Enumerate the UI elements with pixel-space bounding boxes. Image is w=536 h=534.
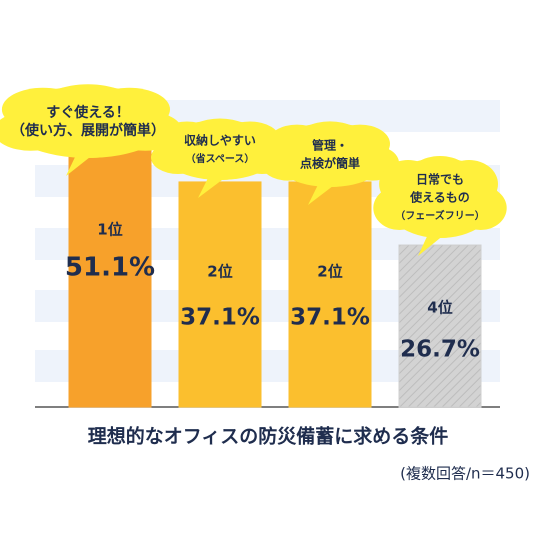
cloud-tail xyxy=(418,230,450,256)
category-label: （省スペース） xyxy=(186,152,255,165)
bar xyxy=(288,181,372,408)
category-label: すぐ使える！ xyxy=(46,104,130,121)
category-label: 使えるもの xyxy=(409,190,470,205)
cloud-tail xyxy=(198,174,230,198)
rank-label: 1位 xyxy=(97,221,122,239)
category-label: （使い方、展開が簡単） xyxy=(11,122,165,139)
cloud-puff xyxy=(294,155,366,187)
category-label: 点検が簡単 xyxy=(300,156,360,171)
cloud: すぐ使える！（使い方、展開が簡単） xyxy=(0,84,183,176)
category-label: 収納しやすい xyxy=(184,133,256,148)
cloud-puff xyxy=(184,150,256,180)
rank-label: 2位 xyxy=(317,263,342,281)
value-label: 37.1% xyxy=(290,305,370,331)
value-label: 37.1% xyxy=(180,305,260,331)
cloud-puff xyxy=(408,156,472,200)
cloud-tail xyxy=(308,180,340,205)
cloud-puff xyxy=(187,118,253,152)
cloud-puff xyxy=(405,198,475,238)
chart-title: 理想的なオフィスの防災備蓄に求める条件 xyxy=(88,425,449,448)
category-label: （フェーズフリー） xyxy=(395,209,485,222)
cloud: 収納しやすい （省スペース） xyxy=(151,118,289,198)
value-label: 26.7% xyxy=(400,337,480,363)
value-label: 51.1% xyxy=(65,253,155,283)
note: (複数回答/n＝450) xyxy=(400,465,530,483)
bar xyxy=(398,244,482,408)
rank-label: 4位 xyxy=(427,299,452,317)
cloud-puff xyxy=(38,122,138,158)
category-label: 管理・ xyxy=(312,138,348,153)
rank-label: 2位 xyxy=(207,263,232,281)
cloud-puff xyxy=(297,121,363,157)
cloud-puff xyxy=(42,84,134,124)
bar xyxy=(178,181,262,408)
category-label: 日常でも xyxy=(416,172,464,187)
cloud-tail xyxy=(66,150,98,176)
